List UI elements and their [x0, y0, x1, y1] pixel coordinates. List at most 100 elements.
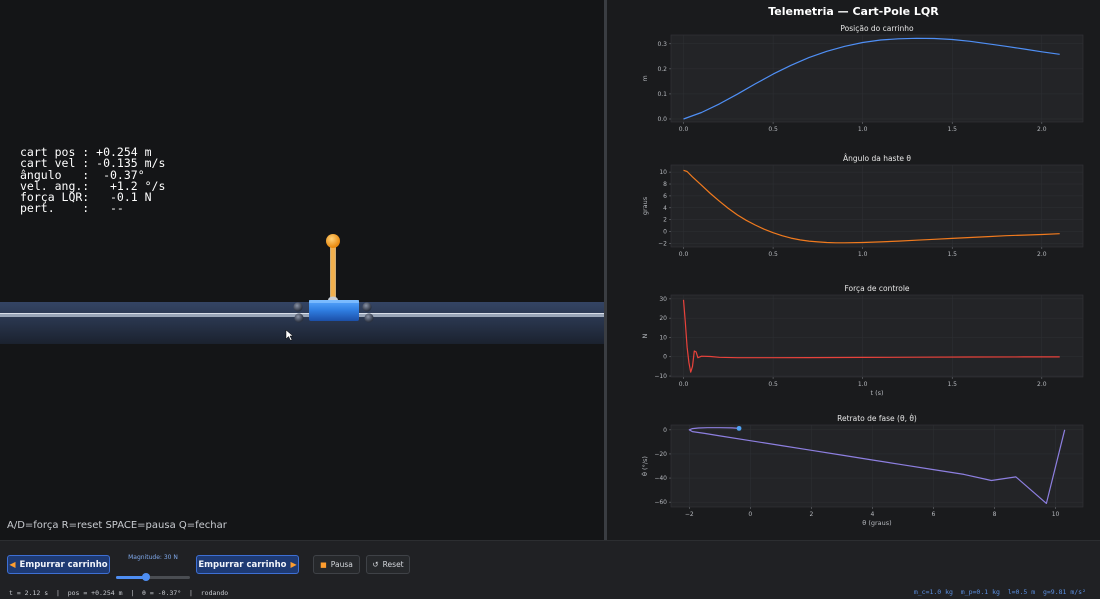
- push-left-button[interactable]: ◀ Empurrar carrinho: [7, 555, 110, 574]
- telemetry-plots: Posição do carrinho 0.0 0.5 1.0 1.5 2.0 0.0 0.1…: [640, 24, 1084, 527]
- state-readout: cart pos : +0.254 m cart vel : -0.135 m/s…: [20, 145, 166, 216]
- physics-params: m_c=1.0 kg m_p=0.1 kg l=0.5 m g=9.81 m/s…: [913, 588, 1086, 596]
- y-tick-label: −60: [654, 499, 667, 506]
- mouse-cursor-icon: [285, 329, 294, 341]
- hud-line-cart-vel: cart vel : -0.135 m/s: [20, 156, 166, 171]
- series-line: [683, 37, 1060, 120]
- x-axis-label: θ (graus): [862, 519, 891, 527]
- plot-area: [670, 164, 1084, 248]
- y-tick-label: 10: [659, 334, 667, 341]
- y-tick-label: 4: [663, 205, 667, 212]
- x-tick-label: 0: [748, 511, 752, 518]
- x-tick-label: 2.0: [1037, 126, 1047, 133]
- y-tick-label: 8: [663, 181, 667, 188]
- pole-tip-bob: [326, 234, 340, 248]
- pause-button[interactable]: ■ Pausa: [313, 555, 360, 574]
- wheel: [362, 302, 372, 312]
- y-tick-label: 2: [663, 217, 667, 224]
- magnitude-label: Magnitude: 30 N: [128, 554, 178, 561]
- current-state-point: [736, 425, 742, 431]
- plot-area: [670, 34, 1084, 123]
- x-tick-label: 1.0: [858, 126, 868, 133]
- telemetry-title: Telemetria — Cart-Pole LQR: [768, 5, 939, 18]
- plot-title: Retrato de fase (θ, θ̇): [837, 414, 917, 423]
- x-tick-label: 4: [871, 511, 875, 518]
- keyboard-help: A/D=força R=reset SPACE=pausa Q=fechar: [7, 520, 227, 531]
- x-tick-label: 1.5: [947, 251, 957, 258]
- series-line: [683, 169, 1060, 244]
- push-right-button[interactable]: Empurrar carrinho ▶: [196, 555, 299, 574]
- push-right-label: Empurrar carrinho: [198, 559, 287, 570]
- x-tick-label: 6: [932, 511, 936, 518]
- plot-2: Ângulo da haste θ 0.0 0.5 1.0 1.5 2.0 −2 0 2 4 6 8 1…: [641, 154, 1084, 258]
- plot-3: Força de controle 0.0 0.5 1.0 1.5 2.0 −10 0 10 20…: [641, 284, 1084, 397]
- y-tick-label: 0.1: [657, 91, 667, 98]
- hud-line-cart-pos: cart pos : +0.254 m: [20, 145, 152, 159]
- x-tick-label: 1.5: [947, 381, 957, 388]
- pause-icon: ■: [320, 560, 327, 569]
- plot-title: Posição do carrinho: [840, 24, 914, 33]
- telemetry-panel: Telemetria — Cart-Pole LQR Posição do ca…: [607, 0, 1100, 540]
- pause-label: Pausa: [330, 560, 353, 569]
- y-tick-label: 30: [659, 296, 667, 303]
- y-tick-label: 0: [663, 354, 667, 361]
- x-tick-label: 10: [1052, 511, 1060, 518]
- magnitude-slider[interactable]: [116, 573, 190, 581]
- x-tick-label: −2: [685, 511, 694, 518]
- wheel: [293, 302, 303, 312]
- hud-line-perturbation: pert. : --: [20, 201, 124, 216]
- x-tick-label: 0.5: [768, 126, 778, 133]
- y-tick-label: −10: [654, 373, 667, 380]
- x-tick-label: 1.5: [947, 126, 957, 133]
- y-tick-label: 0.3: [657, 41, 667, 48]
- x-tick-label: 0.0: [679, 126, 689, 133]
- y-tick-label: −2: [658, 240, 667, 247]
- y-tick-label: 0: [663, 229, 667, 236]
- x-tick-label: 0.0: [679, 381, 689, 388]
- x-tick-label: 0.0: [679, 251, 689, 258]
- plot-area: [670, 294, 1084, 378]
- x-tick-label: 2: [809, 511, 813, 518]
- plot-4: Retrato de fase (θ, θ̇)−2 0 2 4 6 8 10−60−40−2…: [640, 414, 1084, 527]
- y-tick-label: 10: [659, 169, 667, 176]
- x-tick-label: 2.0: [1037, 251, 1047, 258]
- arrow-right-icon: ▶: [290, 560, 297, 569]
- plot-title: Força de controle: [844, 284, 909, 293]
- x-tick-label: 8: [993, 511, 997, 518]
- plot-1: Posição do carrinho 0.0 0.5 1.0 1.5 2.0 0.0 0.1…: [641, 24, 1084, 133]
- y-axis-label: m: [641, 75, 649, 81]
- y-axis-label: graus: [641, 196, 649, 215]
- control-bar: ◀ Empurrar carrinho Magnitude: 30 N Empu…: [0, 540, 1100, 599]
- pole: [330, 241, 336, 301]
- x-tick-label: 1.0: [858, 381, 868, 388]
- cartpole-scene: [0, 234, 604, 344]
- magnitude-slider-thumb[interactable]: [141, 573, 150, 581]
- hud-line-angle: ângulo : -0.37°: [20, 167, 145, 182]
- y-tick-label: 20: [659, 315, 667, 322]
- series-line: [682, 299, 1060, 373]
- x-tick-label: 2.0: [1037, 381, 1047, 388]
- wheel: [364, 313, 374, 323]
- x-axis-label: t (s): [870, 389, 883, 397]
- hud-line-lqr-force: força LQR: -0.1 N: [20, 190, 152, 205]
- x-tick-label: 0.5: [768, 251, 778, 258]
- x-tick-label: 0.5: [768, 381, 778, 388]
- x-tick-label: 1.0: [858, 251, 868, 258]
- reset-button[interactable]: ↺ Reset: [366, 555, 410, 574]
- push-left-label: Empurrar carrinho: [19, 559, 108, 570]
- y-tick-label: −20: [654, 451, 667, 458]
- magnitude-slider-fill: [116, 576, 146, 579]
- reset-label: Reset: [382, 560, 404, 569]
- y-tick-label: 6: [663, 193, 667, 200]
- y-tick-label: 0.0: [657, 116, 667, 123]
- y-tick-label: 0.2: [657, 66, 667, 73]
- y-axis-label: N: [641, 333, 649, 338]
- y-tick-label: −40: [654, 475, 667, 482]
- y-tick-label: 0: [663, 427, 667, 434]
- arrow-left-icon: ◀: [9, 560, 16, 569]
- panel-divider: [604, 0, 607, 540]
- plot-title: Ângulo da haste θ: [843, 154, 911, 163]
- simulation-view[interactable]: cart pos : +0.254 m cart vel : -0.135 m/s…: [0, 0, 604, 540]
- y-axis-label: θ̇ (°/s): [640, 456, 649, 476]
- hud-line-ang-vel: vel. ang.: +1.2 °/s: [20, 178, 166, 193]
